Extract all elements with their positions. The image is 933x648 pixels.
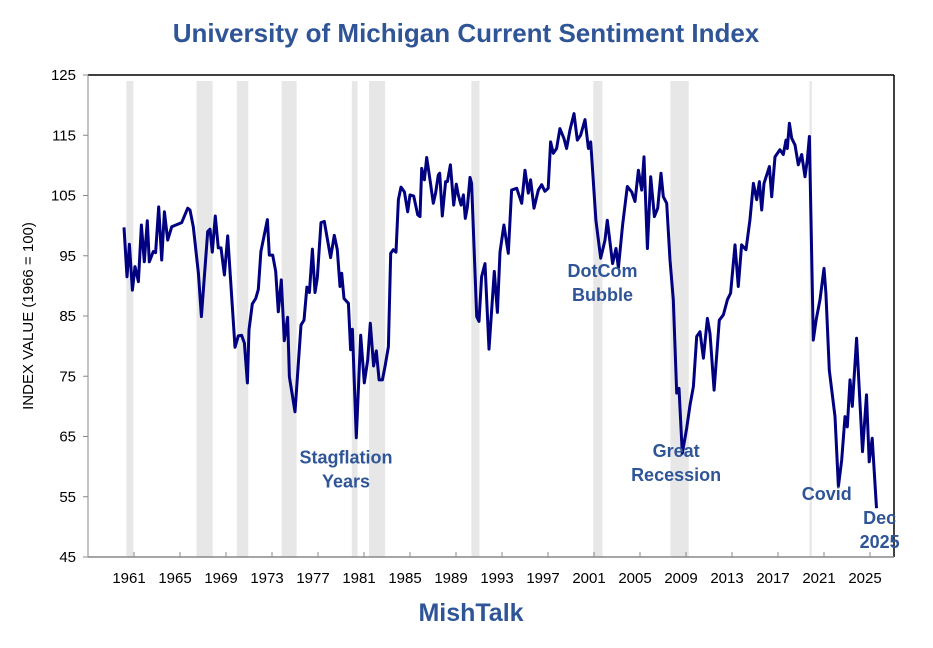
axes: 45 55 65 75 85 95 105 115 125 1961 1965 1969 1973 197… <box>51 67 895 587</box>
x-tick-label: 2005 <box>618 570 651 587</box>
annotation-label: Dec 2025 <box>860 508 900 552</box>
x-tick-label: 2021 <box>802 570 835 587</box>
annotation-line: Recession <box>631 465 721 485</box>
recession-band <box>236 81 249 557</box>
annotation-line: DotCom <box>568 261 638 281</box>
x-tick-label: 1965 <box>158 570 191 587</box>
y-tick-label: 105 <box>51 188 76 205</box>
recession-band <box>351 81 358 557</box>
x-tick-label: 1973 <box>250 570 283 587</box>
annotation-line: Stagflation <box>300 448 393 468</box>
recession-band <box>369 81 386 557</box>
recession-band <box>471 81 480 557</box>
recession-band <box>196 81 213 557</box>
annotation-line: Great <box>653 441 700 461</box>
y-tick-label: 75 <box>59 368 76 385</box>
y-tick-label: 45 <box>59 549 76 566</box>
annotation-label: Great Recession <box>631 441 721 485</box>
annotations: Stagflation Years DotCom Bubble Great Recessi… <box>300 261 900 552</box>
annotation-label: DotCom Bubble <box>568 261 638 305</box>
y-tick-label: 55 <box>59 489 76 506</box>
x-tick-label: 2009 <box>664 570 697 587</box>
x-tick-label: 1993 <box>480 570 513 587</box>
x-tick-label: 1977 <box>296 570 329 587</box>
x-tick-label: 1969 <box>204 570 237 587</box>
annotation-label: Stagflation Years <box>300 448 393 492</box>
recession-bands <box>126 81 812 557</box>
x-tick-label: 2001 <box>572 570 605 587</box>
recession-band <box>593 81 603 557</box>
annotation-line: 2025 <box>860 532 900 552</box>
annotation-line: Dec <box>863 508 896 528</box>
x-tick-label: 2025 <box>848 570 881 587</box>
x-tick-label: 1997 <box>526 570 559 587</box>
x-tick-label: 2013 <box>710 570 743 587</box>
annotation-label: Covid <box>802 484 852 504</box>
y-tick-label: 65 <box>59 429 76 446</box>
series-line <box>122 112 878 509</box>
x-tick-label: 1989 <box>434 570 467 587</box>
annotation-line: Covid <box>802 484 852 504</box>
brand-label: MishTalk <box>418 599 523 627</box>
x-tick-label: 1985 <box>388 570 421 587</box>
y-tick-label: 95 <box>59 248 76 265</box>
recession-band <box>809 81 812 557</box>
x-tick-label: 2017 <box>756 570 789 587</box>
y-axis-label: INDEX VALUE (1966 = 100) <box>20 222 37 410</box>
y-tick-label: 125 <box>51 67 76 84</box>
y-tick-label: 85 <box>59 308 76 325</box>
annotation-line: Bubble <box>572 285 633 305</box>
x-tick-label: 1981 <box>342 570 375 587</box>
chart-title: University of Michigan Current Sentiment… <box>173 18 760 48</box>
y-tick-label: 115 <box>52 127 76 144</box>
x-tick-label: 1961 <box>112 570 145 587</box>
annotation-line: Years <box>322 472 370 492</box>
recession-band <box>126 81 134 557</box>
